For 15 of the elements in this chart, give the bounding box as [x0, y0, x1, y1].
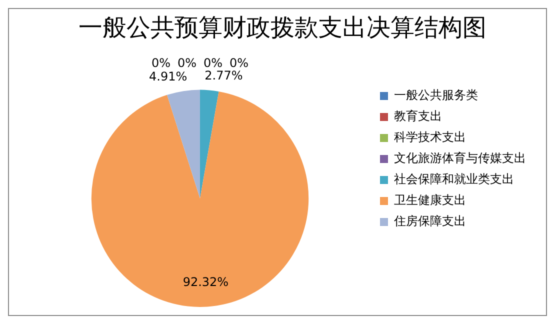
legend-label: 文化旅游体育与传媒支出: [394, 151, 526, 166]
legend-label: 科学技术支出: [394, 130, 466, 144]
legend-label: 一般公共服务类: [394, 88, 478, 102]
text: 0%: [151, 56, 171, 70]
text: 0%: [203, 56, 223, 70]
text: 0%: [229, 56, 249, 70]
data-label: 2.77%: [204, 68, 243, 82]
data-label: 92.32%: [182, 275, 229, 290]
legend-label: 教育支出: [394, 109, 442, 124]
text: 0%: [177, 56, 197, 70]
data-label: 4.91%: [149, 69, 188, 84]
legend-label: 社会保障和就业类支出: [394, 172, 514, 186]
chart-title: 一般公共预算财政拨款支出决算结构图: [78, 16, 486, 42]
legend-label: 卫生健康支出: [394, 193, 466, 208]
legend-label: 住房保障支出: [393, 214, 466, 228]
